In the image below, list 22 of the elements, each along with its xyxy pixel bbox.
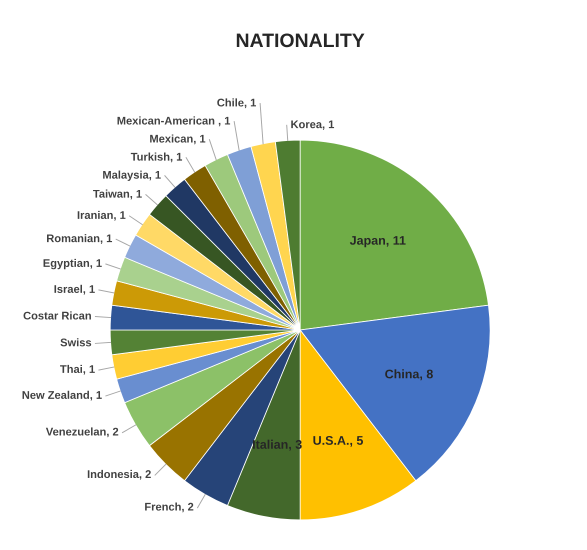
slice-label: Korea, 1	[291, 120, 334, 130]
slice-label: Costar Rican	[24, 311, 91, 320]
slice-label: Mexican-American , 1	[118, 116, 230, 126]
slice-label: Romanian, 1	[47, 234, 112, 244]
slice-label: Indonesia, 2	[88, 470, 151, 480]
slice-label: Egyptian, 1	[44, 258, 102, 270]
slice-label: Chile, 1	[217, 98, 256, 108]
slice-label: Israel, 1	[54, 284, 95, 295]
slice-label: Swiss	[60, 338, 92, 346]
slice-label: Turkish, 1	[130, 152, 182, 162]
slice-label: U.S.A., 5	[313, 436, 364, 447]
slice-label: Venezuelan, 2	[46, 427, 118, 438]
slice-label: Thai, 1	[60, 364, 95, 375]
slice-label: Iranian, 1	[78, 210, 126, 221]
slice-label: Japan, 11	[350, 236, 406, 248]
slice-label: New Zealand, 1	[22, 390, 102, 401]
slice-label: China, 8	[385, 369, 433, 380]
slice-label: Malaysia, 1	[103, 170, 161, 181]
slice-label: Mexican, 1	[150, 134, 206, 144]
slice-label: Taiwan, 1	[93, 190, 142, 200]
chart-title: NATIONALITY	[236, 33, 364, 48]
slice-label: French, 2	[145, 502, 194, 512]
